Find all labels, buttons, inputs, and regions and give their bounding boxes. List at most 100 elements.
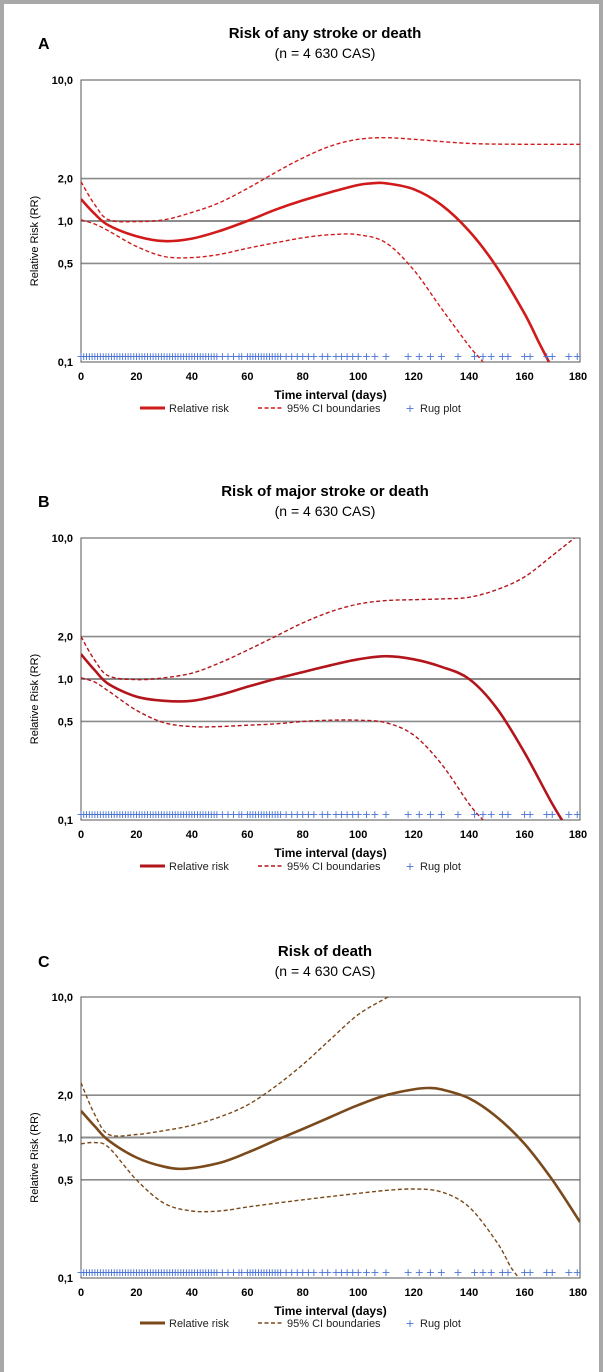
rug-mark: + [196,1266,205,1279]
rug-mark: + [218,808,227,821]
chart-panel-b: B Risk of major stroke or death (n = 4 630… [29,483,587,873]
rug-mark: + [478,808,487,821]
y-tick-label: 0,1 [58,815,73,827]
rug-mark: + [129,350,138,363]
rug-mark: + [115,350,124,363]
rug-mark: + [287,350,296,363]
rug-mark: + [287,1266,296,1279]
rug-mark: + [503,808,512,821]
y-tick-label: 0,5 [58,258,73,270]
rug-mark: + [99,808,108,821]
rug-mark: + [190,350,199,363]
chart-subtitle: (n = 4 630 CAS) [275,45,376,61]
y-tick-label: 0,1 [58,1273,73,1285]
rug-mark: + [265,808,274,821]
x-tick-label: 60 [241,1287,253,1299]
chart-subtitle: (n = 4 630 CAS) [275,503,376,519]
rug-mark: + [270,350,279,363]
rug-mark: + [453,1266,462,1279]
rug-mark: + [487,808,496,821]
rug-mark: + [259,808,268,821]
rug-mark: + [470,350,479,363]
x-tick-label: 160 [515,829,533,841]
rug-mark: + [107,1266,116,1279]
rug-mark: + [251,350,260,363]
rug-mark: + [132,808,141,821]
rug-mark: + [110,350,119,363]
rug-mark: + [193,808,202,821]
rug-mark: + [143,350,152,363]
rug-mark: + [126,350,135,363]
rug-mark: + [135,808,144,821]
rug-mark: + [185,808,194,821]
rug-mark: + [201,808,210,821]
x-tick-label: 20 [130,371,142,383]
rug-mark: + [257,350,266,363]
rug-mark: + [548,1266,557,1279]
rug-mark: + [381,1266,390,1279]
legend-label-rug: Rug plot [420,1318,461,1330]
rug-mark: + [87,350,96,363]
rug-mark: + [223,1266,232,1279]
rug-mark: + [503,1266,512,1279]
rug-mark: + [187,808,196,821]
rug-mark: + [99,1266,108,1279]
rug-mark: + [157,808,166,821]
rug-mark: + [487,1266,496,1279]
chart-panel-c: C Risk of death (n = 4 630 CAS) 10,0 2,0 1,0 0… [29,943,587,1330]
y-tick-label: 1,0 [58,1133,73,1145]
rug-mark: + [154,808,163,821]
rug-mark: + [165,1266,174,1279]
x-axis-label: Time interval (days) [274,846,387,860]
rug-mark: + [90,350,99,363]
rug-mark: + [548,808,557,821]
rug-mark: + [323,350,332,363]
rug-mark: + [93,1266,102,1279]
rug-mark: + [137,350,146,363]
rug-mark: + [525,1266,534,1279]
rug-mark: + [257,1266,266,1279]
rug-mark: + [160,1266,169,1279]
x-tick-label: 120 [404,1287,422,1299]
plot-area [80,996,581,1279]
rug-mark: + [112,808,121,821]
x-tick-label: 0 [78,829,84,841]
rug-mark: + [318,1266,327,1279]
rug-mark: + [323,1266,332,1279]
relative-risk-line [81,181,551,362]
rug-mark: + [140,1266,149,1279]
rug-mark: + [129,808,138,821]
rug-mark: + [151,350,160,363]
rug-mark: + [337,808,346,821]
rug-mark: + [82,808,91,821]
rug-mark: + [564,1266,573,1279]
rug-mark: + [287,808,296,821]
rug-mark: + [343,808,352,821]
rug-mark: + [112,1266,121,1279]
rug-mark: + [525,808,534,821]
y-tick-label: 0,5 [58,1175,73,1187]
rug-mark: + [542,808,551,821]
rug-mark: + [223,350,232,363]
rug-mark: + [209,1266,218,1279]
rug-mark: + [362,1266,371,1279]
y-tick-label: 1,0 [58,674,73,686]
rug-mark: + [209,350,218,363]
rug-mark: + [201,350,210,363]
rug-mark: + [348,808,357,821]
rug-mark: + [229,350,238,363]
rug-mark: + [309,350,318,363]
rug-mark: + [85,1266,94,1279]
rug-mark: + [415,350,424,363]
rug-mark: + [337,350,346,363]
rug-mark: + [237,808,246,821]
rug-mark: + [478,350,487,363]
rug-mark: + [162,350,171,363]
rug-mark: + [96,350,105,363]
rug-mark: + [76,808,85,821]
rug-mark: + [101,350,110,363]
panel-letter: B [38,494,50,511]
plot-area [80,79,581,363]
rug-mark: + [381,350,390,363]
rug-mark: + [196,350,205,363]
